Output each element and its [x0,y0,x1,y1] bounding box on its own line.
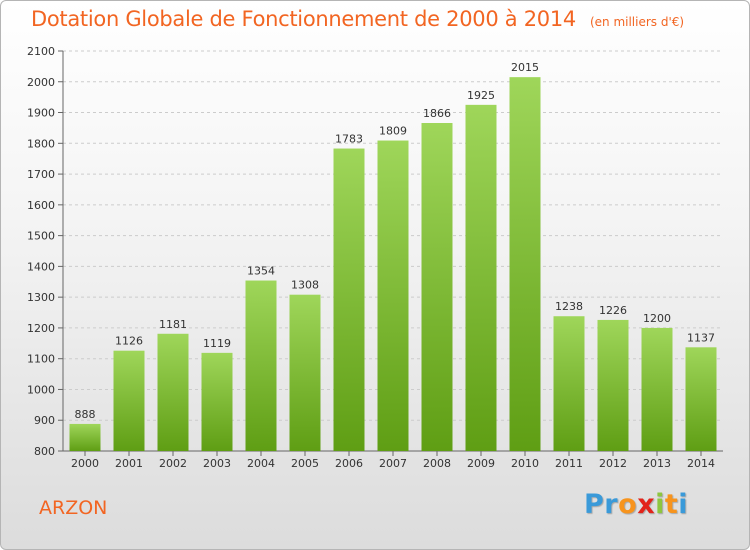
data-label: 1866 [423,107,451,120]
bar-2001 [113,350,145,451]
bar-2002 [157,333,189,451]
bar-2014 [685,347,717,451]
y-tick-label: 800 [34,445,55,458]
x-tick-label: 2006 [335,457,363,470]
x-tick-label: 2004 [247,457,275,470]
data-label: 1809 [379,125,407,138]
x-tick-label: 2007 [379,457,407,470]
data-label: 1925 [467,89,495,102]
y-tick-label: 1000 [27,383,55,396]
y-tick-label: 1600 [27,199,55,212]
y-tick-label: 1500 [27,230,55,243]
bar-2005 [289,294,321,451]
x-tick-label: 2000 [71,457,99,470]
bar-2000 [69,423,101,451]
x-tick-label: 2005 [291,457,319,470]
logo-letter: x [637,489,656,520]
bar-2006 [333,148,365,452]
bar-2013 [641,327,673,451]
x-tick-label: 2013 [643,457,671,470]
logo-letter: t [664,489,679,520]
x-tick-label: 2011 [555,457,583,470]
chart-title: Dotation Globale de Fonctionnement de 20… [31,7,684,31]
x-tick-label: 2010 [511,457,539,470]
data-labels: 888 1126 1181 1119 1354 1308 1783 1809 1866 1925 2… [75,61,716,421]
y-tick-label: 2000 [27,76,55,89]
data-label: 2015 [511,61,539,74]
y-tick-label: 900 [34,414,55,427]
y-tick-label: 1300 [27,291,55,304]
logo-letter: o [618,489,638,520]
data-label: 1783 [335,133,363,146]
data-label: 1119 [203,337,231,350]
y-tick-label: 2100 [27,45,55,58]
x-tick-label: 2001 [115,457,143,470]
data-label: 1354 [247,265,275,278]
logo-letter: r [604,489,619,520]
logo-letter: i [655,489,665,520]
x-tick-label: 2009 [467,457,495,470]
bar-2010 [509,77,541,452]
unit-label: (en milliers d'€) [589,15,685,29]
bar-2003 [201,352,233,451]
data-label: 1226 [599,304,627,317]
bar-2004 [245,280,277,451]
y-tick-label: 1200 [27,322,55,335]
y-tick-label: 1400 [27,260,55,273]
x-tick-label: 2014 [687,457,715,470]
proxiti-logo: Proxiti [584,489,688,520]
data-label: 1238 [555,300,583,313]
bar-2011 [553,316,585,451]
logo-letter: i [678,489,689,520]
y-tick-label: 1700 [27,168,55,181]
data-label: 1126 [115,335,143,348]
commune-name: ARZON [39,497,108,519]
y-tick-label: 1800 [27,137,55,150]
axes: 800 900 1000 1100 1200 1300 1400 1500 1600 1700 18… [27,45,723,470]
data-label: 888 [75,408,96,421]
bar-2007 [377,140,409,452]
x-tick-label: 2002 [159,457,187,470]
bar-2012 [597,319,629,451]
y-tick-label: 1900 [27,107,55,120]
y-tick-label: 1100 [27,353,55,366]
logo-letter: P [584,489,605,520]
bar-2009 [465,104,497,451]
data-label: 1137 [687,331,715,344]
x-tick-label: 2012 [599,457,627,470]
data-label: 1200 [643,312,671,325]
data-label: 1308 [291,279,319,292]
title-text: Dotation Globale de Fonctionnement de 20… [31,7,576,31]
bars [69,77,717,452]
x-tick-label: 2008 [423,457,451,470]
x-tick-label: 2003 [203,457,231,470]
bar-2008 [421,123,453,451]
data-label: 1181 [159,318,187,331]
